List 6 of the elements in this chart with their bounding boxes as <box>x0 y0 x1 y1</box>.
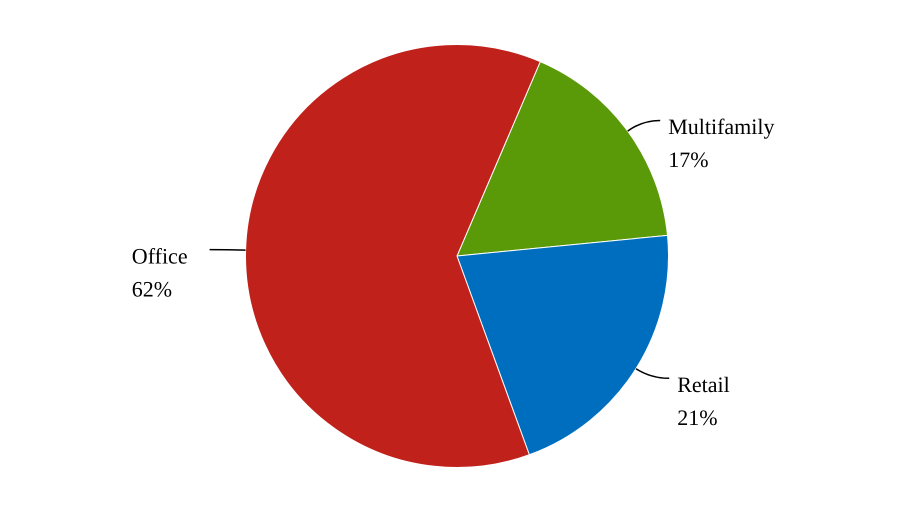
data-label: 62% <box>132 276 172 302</box>
slice-label: Retail <box>677 372 730 398</box>
slice-label: Multifamily <box>668 114 775 140</box>
data-label: 17% <box>668 147 709 172</box>
data-label: 21% <box>677 405 718 430</box>
slice-label: Office <box>132 243 188 268</box>
